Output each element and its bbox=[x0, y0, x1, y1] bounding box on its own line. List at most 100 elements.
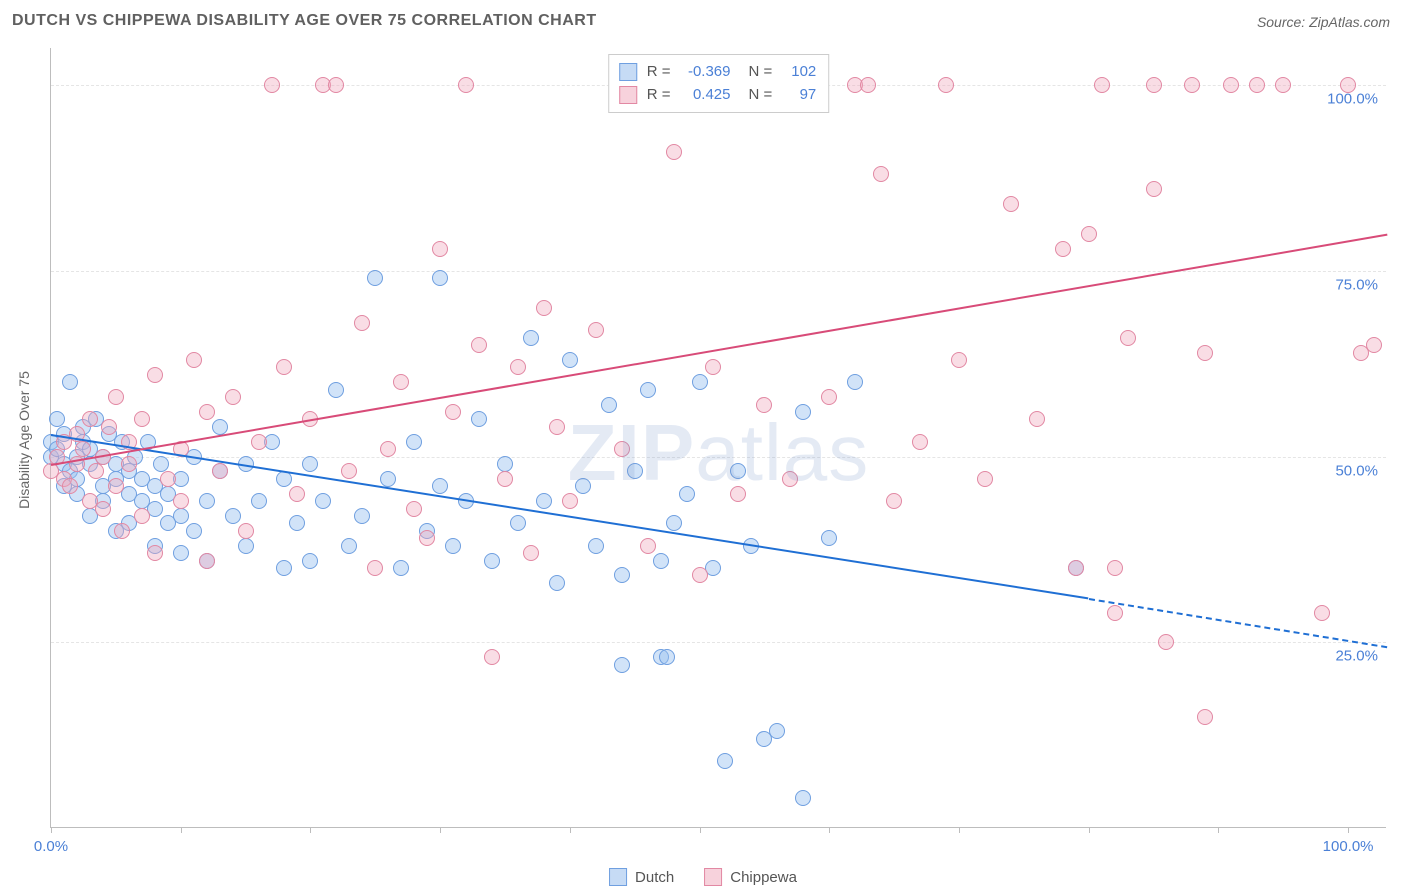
regression-line bbox=[1088, 598, 1387, 648]
data-point bbox=[1068, 560, 1084, 576]
data-point bbox=[238, 523, 254, 539]
data-point bbox=[705, 359, 721, 375]
data-point bbox=[614, 441, 630, 457]
data-point bbox=[1146, 181, 1162, 197]
data-point bbox=[1197, 709, 1213, 725]
legend-series-name: Dutch bbox=[635, 869, 674, 886]
data-point bbox=[153, 456, 169, 472]
data-point bbox=[497, 471, 513, 487]
legend-n-label: N = bbox=[749, 84, 773, 107]
data-point bbox=[795, 790, 811, 806]
data-point bbox=[860, 77, 876, 93]
data-point bbox=[938, 77, 954, 93]
data-point bbox=[251, 434, 267, 450]
data-point bbox=[445, 404, 461, 420]
data-point bbox=[341, 538, 357, 554]
legend-swatch bbox=[619, 86, 637, 104]
data-point bbox=[458, 77, 474, 93]
chart-area: 25.0%50.0%75.0%100.0%0.0%100.0% ZIPatlas… bbox=[50, 48, 1386, 828]
data-point bbox=[173, 493, 189, 509]
data-point bbox=[601, 397, 617, 413]
data-point bbox=[108, 389, 124, 405]
correlation-legend: R =-0.369N =102R =0.425N =97 bbox=[608, 54, 830, 113]
data-point bbox=[562, 352, 578, 368]
data-point bbox=[199, 553, 215, 569]
data-point bbox=[1249, 77, 1265, 93]
legend-row: R =-0.369N =102 bbox=[619, 61, 817, 84]
data-point bbox=[471, 337, 487, 353]
data-point bbox=[393, 374, 409, 390]
x-tick bbox=[51, 827, 52, 833]
data-point bbox=[886, 493, 902, 509]
data-point bbox=[199, 404, 215, 420]
data-point bbox=[575, 478, 591, 494]
data-point bbox=[769, 723, 785, 739]
data-point bbox=[640, 538, 656, 554]
x-tick bbox=[959, 827, 960, 833]
data-point bbox=[484, 553, 500, 569]
data-point bbox=[1314, 605, 1330, 621]
data-point bbox=[627, 463, 643, 479]
data-point bbox=[1081, 226, 1097, 242]
gridline bbox=[51, 271, 1386, 272]
legend-r-label: R = bbox=[647, 84, 671, 107]
data-point bbox=[341, 463, 357, 479]
x-tick bbox=[829, 827, 830, 833]
data-point bbox=[147, 545, 163, 561]
data-point bbox=[873, 166, 889, 182]
legend-row: R =0.425N =97 bbox=[619, 84, 817, 107]
legend-series-name: Chippewa bbox=[730, 869, 797, 886]
chart-source: Source: ZipAtlas.com bbox=[1257, 14, 1390, 30]
x-tick bbox=[1348, 827, 1349, 833]
data-point bbox=[114, 523, 130, 539]
data-point bbox=[1120, 330, 1136, 346]
data-point bbox=[484, 649, 500, 665]
data-point bbox=[354, 508, 370, 524]
legend-swatch bbox=[619, 63, 637, 81]
regression-line bbox=[51, 234, 1387, 466]
data-point bbox=[821, 530, 837, 546]
data-point bbox=[432, 241, 448, 257]
data-point bbox=[186, 523, 202, 539]
legend-swatch bbox=[704, 868, 722, 886]
legend-swatch bbox=[609, 868, 627, 886]
data-point bbox=[134, 508, 150, 524]
data-point bbox=[225, 389, 241, 405]
x-tick bbox=[440, 827, 441, 833]
legend-n-value: 102 bbox=[782, 61, 816, 84]
data-point bbox=[730, 486, 746, 502]
legend-n-value: 97 bbox=[782, 84, 816, 107]
data-point bbox=[62, 478, 78, 494]
data-point bbox=[147, 367, 163, 383]
x-tick bbox=[181, 827, 182, 833]
data-point bbox=[1197, 345, 1213, 361]
legend-r-value: -0.369 bbox=[681, 61, 731, 84]
legend-item: Chippewa bbox=[704, 868, 797, 886]
data-point bbox=[614, 657, 630, 673]
data-point bbox=[510, 515, 526, 531]
data-point bbox=[549, 575, 565, 591]
data-point bbox=[367, 270, 383, 286]
data-point bbox=[367, 560, 383, 576]
data-point bbox=[199, 493, 215, 509]
data-point bbox=[173, 545, 189, 561]
data-point bbox=[82, 411, 98, 427]
x-tick bbox=[1089, 827, 1090, 833]
data-point bbox=[186, 352, 202, 368]
data-point bbox=[549, 419, 565, 435]
series-legend: Dutch Chippewa bbox=[609, 868, 797, 886]
data-point bbox=[88, 463, 104, 479]
data-point bbox=[101, 419, 117, 435]
y-tick-label: 100.0% bbox=[1327, 91, 1378, 108]
regression-line bbox=[51, 434, 1089, 599]
data-point bbox=[666, 515, 682, 531]
data-point bbox=[276, 560, 292, 576]
x-tick-label: 0.0% bbox=[34, 838, 68, 855]
data-point bbox=[380, 471, 396, 487]
data-point bbox=[1107, 605, 1123, 621]
data-point bbox=[659, 649, 675, 665]
data-point bbox=[977, 471, 993, 487]
x-tick-label: 100.0% bbox=[1323, 838, 1374, 855]
data-point bbox=[251, 493, 267, 509]
data-point bbox=[238, 538, 254, 554]
